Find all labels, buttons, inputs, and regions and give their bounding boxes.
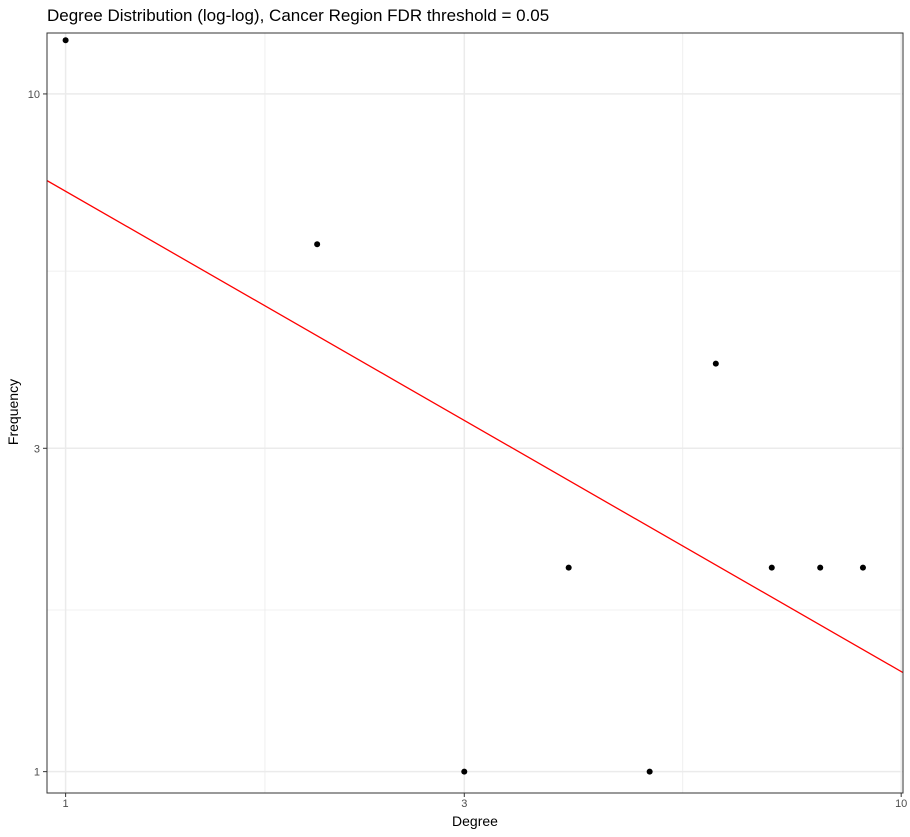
y-tick-label-1: 1 xyxy=(34,767,40,779)
x-tick-label-3: 3 xyxy=(461,798,467,810)
data-point-5 xyxy=(646,768,653,775)
data-point-1 xyxy=(62,37,69,44)
axis-ticks: 1 3 10 1 3 10 xyxy=(28,89,908,810)
data-point-9 xyxy=(859,564,866,571)
panel-border xyxy=(46,32,904,794)
data-point-4 xyxy=(565,564,572,571)
data-point-7 xyxy=(768,564,775,571)
data-points xyxy=(62,37,866,775)
chart-title: Degree Distribution (log-log), Cancer Re… xyxy=(47,6,549,25)
y-axis-title: Frequency xyxy=(5,379,21,445)
x-tick-label-1: 1 xyxy=(63,798,69,810)
data-point-8 xyxy=(817,564,824,571)
regression-line xyxy=(47,180,903,674)
y-tick-label-10: 10 xyxy=(28,89,40,101)
x-axis-title: Degree xyxy=(452,813,498,829)
regression-line-layer xyxy=(47,180,903,674)
y-tick-label-3: 3 xyxy=(34,443,40,455)
data-point-2 xyxy=(314,241,321,248)
data-point-6 xyxy=(712,360,719,367)
x-tick-label-10: 10 xyxy=(895,798,907,810)
grid-lines xyxy=(47,33,903,793)
data-point-3 xyxy=(461,768,468,775)
